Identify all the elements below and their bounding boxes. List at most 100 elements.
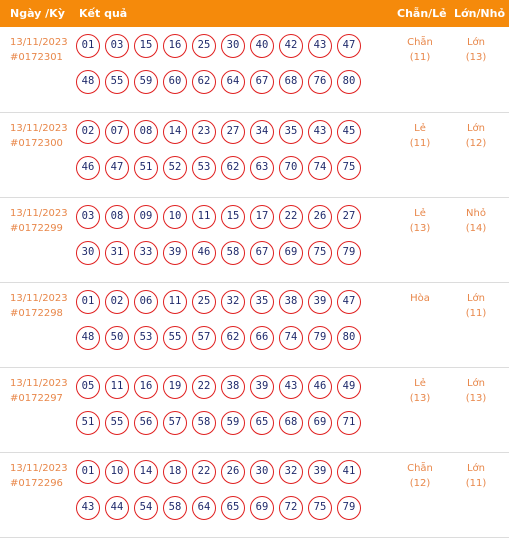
number-ball: 79 (308, 326, 332, 350)
number-ball: 02 (76, 120, 100, 144)
size-label: Lớn (466, 37, 486, 48)
number-ball: 18 (163, 460, 187, 484)
draw-id[interactable]: #0172298 (10, 308, 63, 319)
number-ball: 15 (221, 205, 245, 229)
size-cell: Lớn (11) (451, 461, 501, 491)
draw-date: 13/11/2023 (10, 378, 68, 389)
number-ball: 41 (337, 460, 361, 484)
number-ball: 44 (105, 496, 129, 520)
result-balls: 02 07 08 14 23 27 34 35 43 45 46 47 51 52 53 62 63 70 74 75 (76, 118, 376, 190)
number-ball: 38 (279, 290, 303, 314)
ball-row: 48 55 59 60 62 64 67 68 76 80 (76, 68, 376, 96)
number-ball: 65 (250, 411, 274, 435)
parity-label: Chẵn (407, 37, 433, 48)
number-ball: 75 (337, 156, 361, 180)
number-ball: 53 (134, 326, 158, 350)
number-ball: 64 (192, 496, 216, 520)
number-ball: 66 (250, 326, 274, 350)
number-ball: 67 (250, 70, 274, 94)
size-label: Nhỏ (466, 208, 486, 219)
number-ball: 31 (105, 241, 129, 265)
parity-count: (13) (409, 393, 431, 404)
table-row: 13/11/2023 #0172299 03 08 09 10 11 15 17 22 26 27 30… (0, 198, 509, 283)
number-ball: 40 (250, 34, 274, 58)
ball-row: 05 11 16 19 22 38 39 43 46 49 (76, 373, 376, 401)
size-cell: Lớn (13) (451, 35, 501, 65)
ball-row: 46 47 51 52 53 62 63 70 74 75 (76, 154, 376, 182)
number-ball: 57 (163, 411, 187, 435)
number-ball: 32 (279, 460, 303, 484)
number-ball: 51 (134, 156, 158, 180)
number-ball: 08 (134, 120, 158, 144)
draw-id[interactable]: #0172296 (10, 478, 63, 489)
number-ball: 06 (134, 290, 158, 314)
number-ball: 30 (250, 460, 274, 484)
number-ball: 47 (105, 156, 129, 180)
number-ball: 08 (105, 205, 129, 229)
parity-count: (11) (409, 52, 431, 63)
number-ball: 10 (163, 205, 187, 229)
draw-date-cell: 13/11/2023 #0172299 (10, 206, 68, 236)
header-size: Lớn/Nhỏ (454, 7, 506, 20)
number-ball: 80 (337, 326, 361, 350)
number-ball: 56 (134, 411, 158, 435)
number-ball: 47 (337, 290, 361, 314)
number-ball: 22 (192, 460, 216, 484)
number-ball: 51 (76, 411, 100, 435)
number-ball: 07 (105, 120, 129, 144)
parity-cell: Chẵn (12) (395, 461, 445, 491)
number-ball: 62 (221, 326, 245, 350)
number-ball: 09 (134, 205, 158, 229)
number-ball: 43 (308, 34, 332, 58)
table-header: Ngày /Kỳ Kết quả Chẵn/Lẻ Lớn/Nhỏ (0, 0, 509, 27)
draw-date: 13/11/2023 (10, 293, 68, 304)
number-ball: 58 (192, 411, 216, 435)
number-ball: 32 (221, 290, 245, 314)
draw-id[interactable]: #0172301 (10, 52, 63, 63)
number-ball: 38 (221, 375, 245, 399)
number-ball: 11 (192, 205, 216, 229)
number-ball: 64 (221, 70, 245, 94)
table-body: 13/11/2023 #0172301 01 03 15 16 25 30 40 42 43 47 48… (0, 27, 509, 538)
size-count: (13) (465, 393, 487, 404)
number-ball: 27 (337, 205, 361, 229)
table-row: 13/11/2023 #0172301 01 03 15 16 25 30 40 42 43 47 48… (0, 27, 509, 113)
number-ball: 45 (337, 120, 361, 144)
number-ball: 80 (337, 70, 361, 94)
number-ball: 03 (76, 205, 100, 229)
number-ball: 14 (163, 120, 187, 144)
header-parity: Chẵn/Lẻ (397, 7, 447, 20)
number-ball: 60 (163, 70, 187, 94)
size-count: (11) (465, 308, 487, 319)
draw-id[interactable]: #0172299 (10, 223, 63, 234)
size-label: Lớn (466, 123, 486, 134)
number-ball: 39 (250, 375, 274, 399)
number-ball: 70 (279, 156, 303, 180)
result-balls: 01 10 14 18 22 26 30 32 39 41 43 44 54 58 64 65 69 72 75 79 (76, 458, 376, 530)
table-row: 13/11/2023 #0172297 05 11 16 19 22 38 39 43 46 49 51… (0, 368, 509, 453)
number-ball: 75 (308, 241, 332, 265)
ball-row: 48 50 53 55 57 62 66 74 79 80 (76, 324, 376, 352)
header-result: Kết quả (79, 7, 128, 20)
table-row: 13/11/2023 #0172296 01 10 14 18 22 26 30 32 39 41 43… (0, 453, 509, 538)
result-balls: 05 11 16 19 22 38 39 43 46 49 51 55 56 57 58 59 65 68 69 71 (76, 373, 376, 445)
number-ball: 19 (163, 375, 187, 399)
parity-cell: Chẵn (11) (395, 35, 445, 65)
size-count: (11) (465, 478, 487, 489)
number-ball: 79 (337, 241, 361, 265)
size-label: Lớn (466, 293, 486, 304)
draw-id[interactable]: #0172300 (10, 138, 63, 149)
size-label: Lớn (466, 463, 486, 474)
number-ball: 46 (76, 156, 100, 180)
number-ball: 03 (105, 34, 129, 58)
size-cell: Lớn (13) (451, 376, 501, 406)
draw-id[interactable]: #0172297 (10, 393, 63, 404)
draw-date: 13/11/2023 (10, 463, 68, 474)
number-ball: 25 (192, 34, 216, 58)
number-ball: 23 (192, 120, 216, 144)
number-ball: 74 (279, 326, 303, 350)
number-ball: 10 (105, 460, 129, 484)
ball-row: 02 07 08 14 23 27 34 35 43 45 (76, 118, 376, 146)
number-ball: 69 (250, 496, 274, 520)
number-ball: 55 (163, 326, 187, 350)
